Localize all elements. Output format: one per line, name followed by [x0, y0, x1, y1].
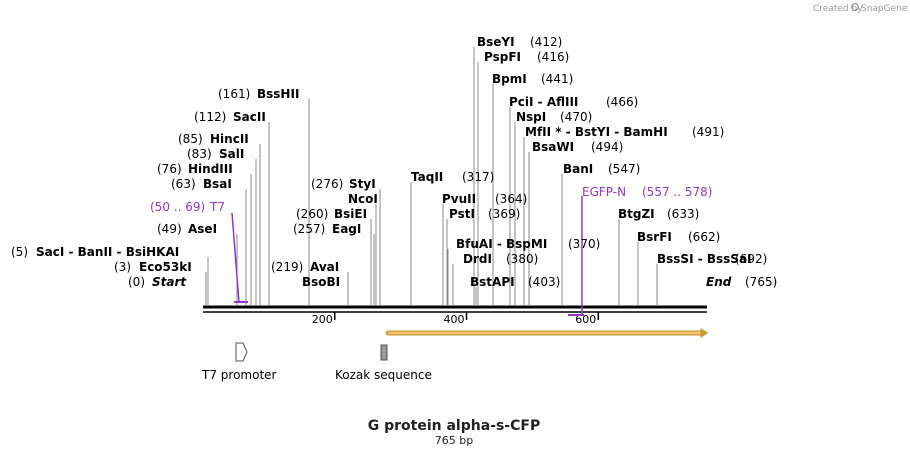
site-position-label: (466) — [606, 95, 638, 109]
site-position-label: (112) — [194, 110, 226, 124]
site-enzyme-label[interactable]: TaqII — [411, 170, 443, 184]
t7-promoter-arrow-icon[interactable] — [235, 342, 248, 362]
site-position-label: (5) — [11, 245, 28, 259]
site-enzyme-label[interactable]: BsoBI — [302, 275, 340, 289]
site-position-label: (491) — [692, 125, 724, 139]
site-enzyme-label[interactable]: StyI — [349, 177, 376, 191]
site-position-label: (257) — [293, 222, 325, 236]
site-enzyme-label[interactable]: BstAPI — [470, 275, 515, 289]
site-enzyme-label[interactable]: NspI — [516, 110, 546, 124]
site-enzyme-label[interactable]: PvuII — [442, 192, 476, 206]
site-enzyme-label[interactable]: Eco53kI — [139, 260, 192, 274]
kozak-label: Kozak sequence — [335, 368, 432, 382]
site-enzyme-label[interactable]: BseYI — [477, 35, 515, 49]
site-enzyme-label[interactable]: BsaWI — [532, 140, 574, 154]
t7-promoter-label: T7 promoter — [201, 368, 277, 382]
site-position-label: (76) — [157, 162, 182, 176]
site-position-label: (692) — [735, 252, 767, 266]
site-position-label: (547) — [608, 162, 640, 176]
site-position-label: (765) — [745, 275, 777, 289]
site-enzyme-label[interactable]: SalI — [219, 147, 244, 161]
site-enzyme-label[interactable]: MfII * - BstYI - BamHI — [525, 125, 668, 139]
orf-arrow[interactable] — [385, 328, 709, 338]
site-position-label: (276) — [311, 177, 343, 191]
sequence-backbone[interactable] — [203, 305, 707, 313]
site-enzyme-label[interactable]: End — [706, 275, 732, 289]
t7-primer-label: T7 — [209, 200, 225, 214]
site-position-label: (63) — [171, 177, 196, 191]
site-enzyme-label[interactable]: BsrFI — [637, 230, 672, 244]
site-enzyme-label[interactable]: BtgZI — [618, 207, 655, 221]
site-position-label: (364) — [495, 192, 527, 206]
site-enzyme-label[interactable]: AseI — [188, 222, 217, 236]
site-position-label: (317) — [462, 170, 494, 184]
ruler-tick-label: 600 — [575, 313, 596, 326]
kozak-box[interactable] — [380, 344, 388, 361]
sequence-length: 765 bp — [435, 434, 473, 447]
site-enzyme-label[interactable]: DrdI — [463, 252, 492, 266]
site-enzyme-label[interactable]: BpmI — [492, 72, 527, 86]
site-enzyme-label[interactable]: BanI — [563, 162, 593, 176]
ruler-tick-label: 400 — [444, 313, 465, 326]
site-position-label: (403) — [528, 275, 560, 289]
egfp-primer[interactable] — [568, 196, 584, 316]
site-enzyme-label[interactable]: PspFI — [484, 50, 521, 64]
site-position-label: (161) — [218, 87, 250, 101]
sequence-title: G protein alpha-s-CFP — [368, 418, 540, 434]
t7-primer[interactable] — [231, 212, 248, 303]
site-enzyme-label[interactable]: BssSI - BssSaI — [657, 252, 752, 266]
site-position-label: (369) — [488, 207, 520, 221]
restriction-sites: (161) BssHII (112) SacII (85) HincII(83) SalI (… — [11, 35, 777, 289]
site-enzyme-label[interactable]: BssHII — [257, 87, 299, 101]
egfp-primer-range: (557 .. 578) — [642, 185, 712, 199]
site-enzyme-label[interactable]: PciI - AflIII — [509, 95, 578, 109]
site-position-label: (370) — [568, 237, 600, 251]
site-position-label: (0) — [128, 275, 145, 289]
site-enzyme-label[interactable]: BsaI — [203, 177, 232, 191]
site-enzyme-label[interactable]: SacI - BanII - BsiHKAI — [36, 245, 179, 259]
site-enzyme-label[interactable]: NcoI — [348, 192, 378, 206]
watermark-brand: SnapGene — [861, 4, 908, 14]
site-position-label: (412) — [530, 35, 562, 49]
site-position-label: (3) — [114, 260, 131, 274]
site-enzyme-label[interactable]: AvaI — [310, 260, 339, 274]
site-position-label: (83) — [187, 147, 212, 161]
site-position-label: (380) — [506, 252, 538, 266]
site-position-label: (633) — [667, 207, 699, 221]
site-position-label: (416) — [537, 50, 569, 64]
ruler-tick-label: 200 — [312, 313, 333, 326]
site-enzyme-label[interactable]: EagI — [332, 222, 361, 236]
ruler: 200 400 600 — [312, 312, 600, 326]
site-enzyme-label[interactable]: BfuAI - BspMI — [456, 237, 547, 251]
site-position-label: (219) — [271, 260, 303, 274]
site-position-label: (662) — [688, 230, 720, 244]
site-position-label: (441) — [541, 72, 573, 86]
site-position-label: (470) — [560, 110, 592, 124]
site-position-label: (49) — [157, 222, 182, 236]
site-enzyme-label[interactable]: HindIII — [188, 162, 233, 176]
site-enzyme-label[interactable]: Start — [152, 275, 187, 289]
egfp-primer-label: EGFP-N — [582, 185, 626, 199]
site-enzyme-label[interactable]: PstI — [449, 207, 475, 221]
watermark-created-by: Created by — [813, 4, 863, 14]
site-enzyme-label[interactable]: SacII — [233, 110, 266, 124]
t7-primer-range: (50 .. 69) — [150, 200, 205, 214]
leader-lines — [205, 47, 658, 305]
site-position-label: (494) — [591, 140, 623, 154]
snapgene-logo-icon — [850, 2, 859, 12]
site-position-label: (260) — [296, 207, 328, 221]
site-enzyme-label[interactable]: BsiEI — [334, 207, 367, 221]
site-enzyme-label[interactable]: HincII — [210, 132, 249, 146]
site-position-label: (85) — [178, 132, 203, 146]
